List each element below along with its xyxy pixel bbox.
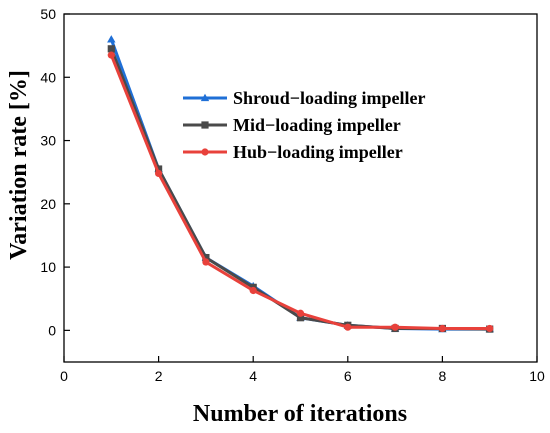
y-axis-title: Variation rate [%] (6, 70, 32, 260)
x-tick-label: 4 (249, 368, 257, 384)
data-point-hub (155, 169, 163, 178)
legend-label-mid: Mid−loading impeller (233, 115, 401, 135)
legend-label-shroud: Shroud−loading impeller (233, 88, 425, 108)
x-tick-label: 0 (60, 368, 68, 384)
y-tick-label: 0 (48, 322, 56, 338)
series-hub (107, 51, 494, 333)
data-point-hub (438, 324, 446, 333)
data-point-mid (296, 314, 305, 322)
data-point-hub (296, 309, 305, 317)
x-tick-label: 2 (155, 368, 163, 384)
legend-marker-mid (201, 121, 209, 129)
data-point-hub (391, 323, 399, 331)
data-point-hub (344, 323, 352, 331)
legend: Shroud−loading impeller Mid−loading impel… (183, 88, 425, 162)
data-point-mid (155, 165, 163, 173)
legend-label-hub: Hub−loading impeller (233, 142, 403, 162)
y-tick-label: 50 (40, 6, 56, 22)
plot-frame (63, 13, 538, 363)
data-point-hub (486, 324, 494, 333)
y-tick-label: 30 (40, 133, 56, 149)
x-tick-label: 10 (529, 368, 545, 384)
axes: 0 2 4 6 8 10 0 10 20 30 40 50 (40, 6, 545, 384)
y-tick-label: 10 (40, 259, 56, 275)
data-point-shroud (107, 35, 116, 43)
data-point-hub (249, 286, 257, 295)
legend-marker-hub (201, 148, 209, 156)
legend-item-hub: Hub−loading impeller (183, 142, 403, 162)
data-point-hub (202, 258, 210, 266)
y-tick-label: 40 (40, 69, 56, 85)
legend-item-shroud: Shroud−loading impeller (183, 88, 425, 108)
y-tick-label: 20 (40, 196, 56, 212)
legend-marker-shroud (200, 93, 210, 102)
legend-item-mid: Mid−loading impeller (183, 115, 401, 135)
data-point-hub (107, 51, 115, 59)
x-axis-title: Number of iterations (193, 401, 407, 427)
series-group (107, 35, 494, 333)
x-tick-label: 8 (439, 368, 447, 384)
x-tick-label: 6 (344, 368, 352, 384)
data-point-mid (107, 45, 115, 53)
data-point-mid (202, 254, 210, 262)
